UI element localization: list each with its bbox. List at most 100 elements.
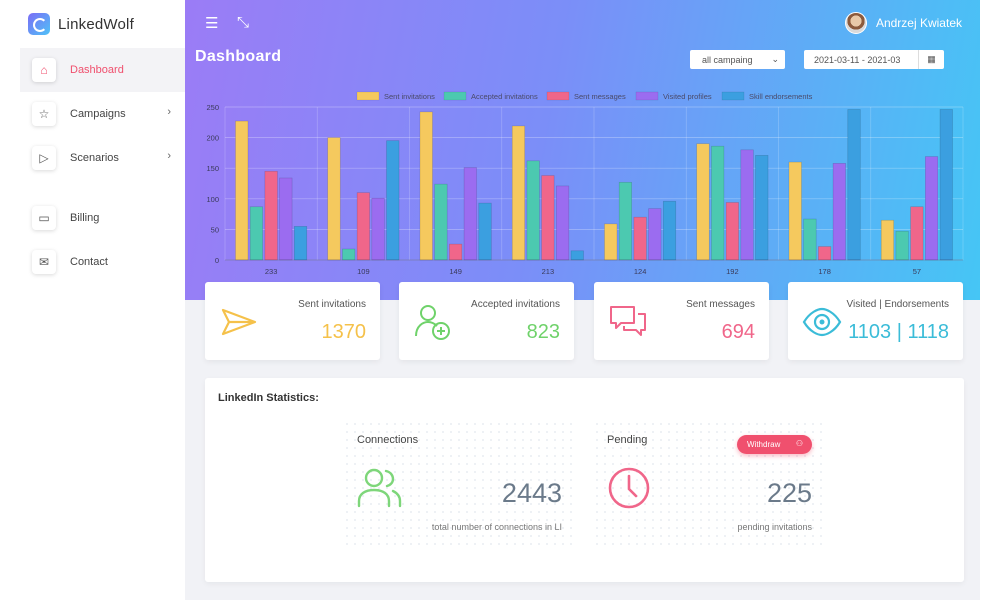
star-icon: ☆ — [32, 102, 56, 126]
stat-card-label: Sent invitations — [298, 299, 366, 310]
withdraw-button[interactable]: Withdraw ⚇ — [737, 435, 812, 454]
y-tick-label: 250 — [206, 103, 219, 112]
stat-card-value: 694 — [721, 321, 755, 343]
chart-bar — [604, 223, 618, 261]
legend-label: Sent invitations — [384, 92, 435, 101]
sidebar-item-contact[interactable]: ✉ Contact — [20, 240, 185, 284]
home-icon: ⌂ — [32, 58, 56, 82]
legend-swatch — [356, 91, 380, 101]
eye-icon — [802, 307, 842, 337]
chart-bar — [279, 177, 293, 261]
x-tick-label: 233 — [265, 267, 278, 276]
stat-cards: Sent invitations 1370 Accepted invitatio… — [205, 282, 965, 360]
chart-bar — [696, 143, 710, 261]
activity-chart: Sent invitations Accepted invitations Sent… — [185, 85, 980, 285]
campaign-select[interactable]: all campaing ⌄ — [690, 50, 785, 69]
chart-bar — [633, 216, 647, 261]
app-window: LinkedWolf ⌂ Dashboard ☆ Campaigns › ▷ S… — [20, 0, 980, 600]
stat-card-visited-endorsements[interactable]: Visited | Endorsements 1103 | 1118 — [788, 282, 963, 360]
chart-bar — [434, 183, 448, 261]
y-tick-label: 200 — [206, 134, 219, 143]
page-title: Dashboard — [195, 48, 282, 65]
sidebar-item-label: Campaigns — [70, 108, 126, 120]
chart-bar — [478, 202, 492, 261]
chart-bar — [740, 149, 754, 261]
x-tick-label: 178 — [818, 267, 831, 276]
chart-bar — [386, 140, 400, 261]
chart-bar — [511, 125, 526, 261]
chart-bar — [419, 111, 433, 261]
chart-bar — [570, 250, 584, 261]
chart-bar — [327, 137, 341, 261]
chart-bar — [910, 206, 924, 261]
chevron-down-icon: ⌄ — [771, 54, 779, 64]
chart-bar — [662, 200, 677, 261]
chevron-right-icon: › — [167, 106, 171, 118]
sidebar-nav: ⌂ Dashboard ☆ Campaigns › ▷ Scenarios › … — [20, 48, 185, 284]
stat-card-label: Sent messages — [686, 299, 755, 310]
add-user-icon — [415, 305, 450, 340]
chart-bar — [895, 230, 909, 261]
chart-bar — [939, 109, 953, 261]
chart-bar — [249, 206, 263, 261]
brand[interactable]: LinkedWolf — [20, 0, 185, 48]
chart-bar — [556, 185, 570, 261]
stat-card-value: 1103 | 1118 — [848, 321, 949, 343]
stat-card-value: 1370 — [321, 321, 367, 343]
sidebar-item-dashboard[interactable]: ⌂ Dashboard — [20, 48, 185, 92]
chart-bar — [880, 219, 895, 261]
remove-user-icon: ⚇ — [795, 439, 803, 448]
sidebar-item-label: Billing — [70, 212, 100, 224]
stat-card-value: 823 — [526, 321, 560, 343]
y-tick-label: 0 — [215, 256, 219, 265]
chart-bar — [788, 161, 802, 261]
legend-swatch — [635, 91, 659, 101]
chevron-right-icon: › — [167, 150, 171, 162]
connections-value: 2443 — [501, 478, 562, 508]
legend-label: Sent messages — [574, 92, 626, 101]
chart-bar — [711, 145, 725, 261]
sidebar-item-campaigns[interactable]: ☆ Campaigns › — [20, 92, 185, 136]
sidebar-item-label: Contact — [70, 256, 108, 268]
x-tick-label: 192 — [726, 267, 739, 276]
legend-swatch — [443, 91, 467, 101]
app-name: LinkedWolf — [58, 15, 134, 33]
chart-bar — [356, 192, 370, 261]
calendar-icon[interactable]: ▦ — [918, 50, 944, 69]
sidebar-item-label: Dashboard — [70, 64, 124, 76]
chart-bar — [725, 202, 739, 261]
x-tick-label: 109 — [357, 267, 370, 276]
legend-label: Skill endorsements — [749, 92, 813, 101]
campaign-select-value: all campaing — [702, 54, 753, 65]
chart-bar — [463, 167, 477, 261]
billing-icon: ▭ — [32, 206, 56, 230]
date-range-value: 2021-03-11 - 2021-03 — [814, 54, 901, 65]
connections-box: Connections 2443 total number of connect… — [343, 420, 576, 550]
chart-bar — [618, 181, 632, 261]
chart-bar — [803, 218, 817, 261]
stat-card-sent-invitations[interactable]: Sent invitations 1370 — [205, 282, 380, 360]
menu-icon[interactable]: ☰ — [205, 15, 219, 32]
date-range-picker[interactable]: 2021-03-11 - 2021-03 ▦ — [804, 50, 944, 69]
chart-bar — [648, 208, 662, 261]
chart-bar — [847, 109, 861, 261]
legend-swatch — [546, 91, 570, 101]
chart-bar — [342, 248, 356, 261]
envelope-icon: ✉ — [32, 250, 56, 274]
connections-title: Connections — [357, 434, 419, 446]
connections-caption: total number of connections in LI — [431, 522, 562, 532]
collapse-icon[interactable]: ⤡ — [237, 14, 250, 31]
pending-caption: pending invitations — [737, 522, 812, 532]
stat-card-sent-messages[interactable]: Sent messages 694 — [594, 282, 769, 360]
chart-bar — [264, 170, 278, 261]
chart-bar — [832, 163, 846, 261]
chart-bar — [755, 155, 769, 261]
user-menu[interactable]: Andrzej Kwiatek — [844, 12, 962, 34]
chart-bar — [449, 243, 463, 261]
withdraw-label: Withdraw — [747, 440, 781, 449]
stat-card-accepted-invitations[interactable]: Accepted invitations 823 — [399, 282, 574, 360]
chart-bar — [541, 175, 555, 261]
x-tick-label: 149 — [449, 267, 462, 276]
sidebar-item-billing[interactable]: ▭ Billing — [20, 196, 185, 240]
sidebar-item-scenarios[interactable]: ▷ Scenarios › — [20, 136, 185, 180]
